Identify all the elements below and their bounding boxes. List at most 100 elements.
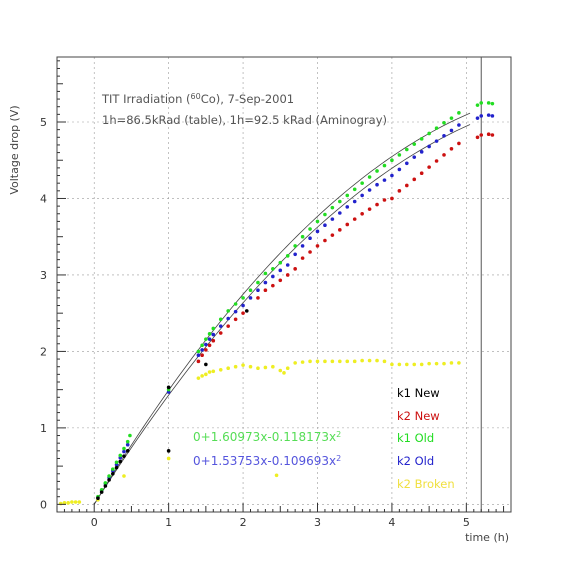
data-point [405, 161, 409, 166]
data-point [107, 478, 111, 482]
data-point [96, 496, 100, 501]
data-point [382, 163, 387, 168]
data-point [434, 361, 439, 366]
series-k2-new [196, 132, 495, 364]
data-point [315, 229, 320, 234]
data-point [278, 260, 283, 265]
y-tick-label: 0 [40, 498, 47, 511]
data-point [300, 244, 305, 248]
data-point [274, 473, 279, 478]
data-point [412, 142, 417, 146]
fit-label-k2-old-sup: 2 [336, 454, 341, 463]
data-point [457, 111, 461, 115]
data-point [122, 474, 126, 478]
data-point [204, 342, 208, 347]
data-point [282, 371, 286, 375]
data-point [323, 212, 327, 217]
data-point [490, 101, 495, 106]
data-point [360, 181, 364, 185]
data-point [256, 366, 260, 371]
y-tick-label: 4 [40, 192, 47, 205]
data-point [442, 133, 446, 138]
data-point [352, 187, 357, 192]
data-point [390, 362, 394, 367]
data-point [200, 374, 204, 378]
data-point [427, 165, 431, 169]
x-tick-label: 3 [314, 516, 321, 529]
data-point [479, 101, 484, 105]
series-k2-broken [58, 358, 461, 506]
data-point [367, 358, 372, 363]
data-point [211, 369, 216, 374]
data-point [330, 233, 335, 237]
data-point [367, 175, 372, 179]
data-point [196, 359, 201, 364]
data-point [360, 358, 364, 363]
data-point [293, 244, 297, 248]
data-point [419, 362, 424, 367]
data-point [204, 372, 208, 377]
data-point [118, 459, 123, 464]
series-k1-new [96, 309, 249, 501]
data-point [345, 222, 350, 227]
data-point [479, 133, 484, 137]
data-point [338, 211, 342, 215]
data-point [382, 198, 387, 202]
data-point [345, 193, 350, 198]
y-tick-label: 1 [40, 422, 47, 435]
data-point [114, 465, 119, 470]
data-point [271, 364, 275, 369]
data-point [204, 362, 208, 367]
data-point [405, 362, 409, 367]
data-point [449, 116, 454, 120]
annotation-title-sup: 60 [191, 92, 201, 101]
data-point [233, 309, 238, 314]
data-point [278, 268, 283, 273]
data-point [204, 337, 208, 341]
data-point [218, 324, 223, 328]
data-point [256, 296, 260, 300]
data-point [300, 360, 305, 364]
data-point [293, 252, 297, 257]
data-point [490, 133, 495, 137]
data-point [211, 326, 216, 331]
data-point [285, 263, 290, 267]
annotation-title: TIT Irradiation (60Co), 7-Sep-2001 [101, 92, 294, 107]
data-point [111, 471, 115, 476]
data-point [367, 188, 372, 192]
data-point [211, 332, 216, 337]
data-point [315, 219, 320, 224]
data-point [293, 267, 297, 271]
data-point [308, 250, 312, 254]
data-point [442, 120, 446, 125]
data-point [263, 271, 268, 276]
x-tick-label: 4 [388, 516, 395, 529]
data-point [330, 359, 335, 364]
data-point [390, 158, 394, 163]
x-tick-label: 2 [240, 516, 247, 529]
data-point [475, 135, 480, 140]
data-point [338, 228, 342, 232]
data-point [200, 353, 204, 358]
fit-label-k1-old-sup: 2 [336, 430, 341, 439]
data-point [278, 368, 283, 373]
data-point [315, 244, 320, 248]
data-point [293, 361, 297, 365]
data-point [200, 348, 204, 352]
data-point [107, 474, 111, 478]
data-point [419, 150, 424, 154]
data-point [308, 236, 312, 241]
data-point [330, 217, 335, 221]
data-point [397, 153, 402, 157]
data-point [382, 178, 387, 182]
fit-curve-0 [93, 112, 471, 505]
data-point [323, 223, 327, 228]
data-point [412, 177, 417, 182]
data-point [196, 349, 201, 354]
data-point [226, 309, 230, 313]
data-point [263, 280, 268, 285]
data-point [122, 454, 126, 458]
data-point [118, 453, 123, 458]
data-point [271, 274, 275, 279]
legend: k1 New k2 New k1 Old k2 Old k2 Broken [397, 386, 455, 491]
